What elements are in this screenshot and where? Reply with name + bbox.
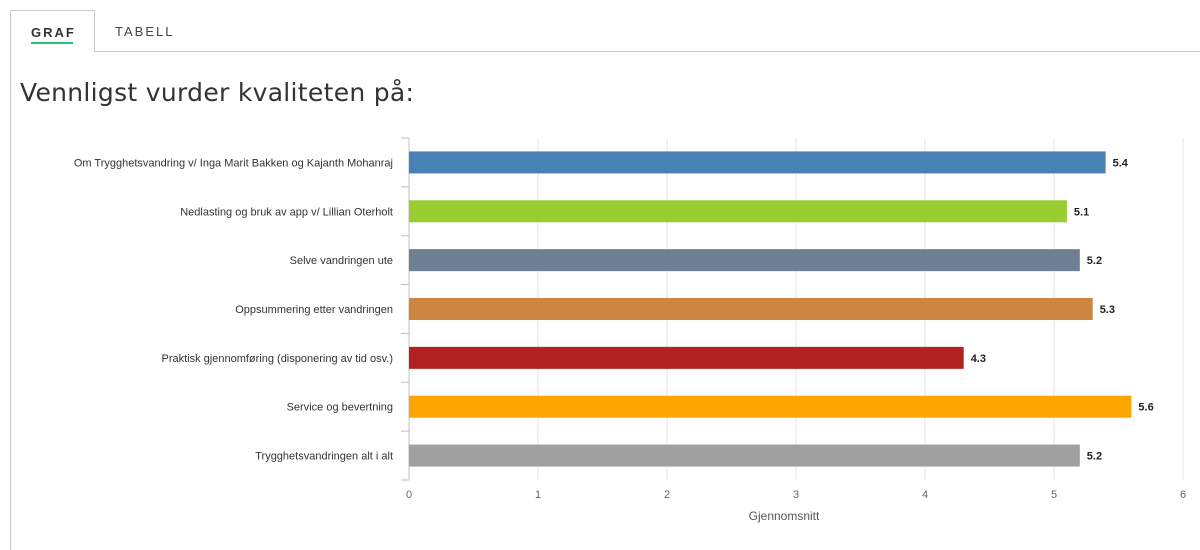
category-label: Selve vandringen ute — [290, 255, 393, 267]
data-label: 5.3 — [1100, 304, 1115, 316]
category-label: Service og bevertning — [287, 402, 393, 414]
data-label: 5.6 — [1138, 402, 1153, 414]
data-label: 5.4 — [1113, 157, 1129, 169]
x-tick-label: 5 — [1051, 489, 1057, 501]
data-label: 5.1 — [1074, 206, 1089, 218]
chart-panel — [10, 52, 1200, 550]
bar — [409, 200, 1067, 223]
x-tick-label: 0 — [406, 489, 412, 501]
bar — [409, 298, 1093, 320]
category-label: Praktisk gjennomføring (disponering av t… — [161, 353, 393, 365]
x-tick-label: 2 — [664, 489, 670, 501]
bar — [409, 151, 1106, 174]
x-tick-label: 6 — [1180, 489, 1186, 501]
tab-graf[interactable]: GRAF — [10, 10, 95, 52]
bar — [409, 249, 1080, 272]
active-tab-indicator — [31, 42, 73, 44]
category-label: Om Trygghetsvandring v/ Inga Marit Bakke… — [74, 157, 393, 169]
chart-title: Vennligst vurder kvaliteten på: — [20, 78, 415, 107]
bar — [409, 395, 1132, 418]
bar — [409, 444, 1080, 467]
bar — [409, 346, 964, 369]
x-tick-label: 3 — [793, 489, 799, 501]
tab-bar: GRAF TABELL — [0, 0, 1200, 52]
category-label: Trygghetsvandringen alt i alt — [255, 451, 393, 463]
tab-tabell-label: TABELL — [115, 24, 175, 39]
tab-tabell[interactable]: TABELL — [115, 10, 195, 52]
data-label: 5.2 — [1087, 451, 1102, 463]
tab-bar-divider — [95, 51, 1200, 52]
x-tick-label: 4 — [922, 489, 928, 501]
data-label: 4.3 — [971, 353, 986, 365]
tab-graf-label: GRAF — [31, 25, 76, 40]
x-axis-label: Gjennomsnitt — [749, 509, 820, 523]
x-tick-label: 1 — [535, 489, 541, 501]
category-label: Oppsummering etter vandringen — [235, 304, 393, 316]
data-label: 5.2 — [1087, 255, 1102, 267]
category-label: Nedlasting og bruk av app v/ Lillian Ote… — [180, 206, 393, 218]
